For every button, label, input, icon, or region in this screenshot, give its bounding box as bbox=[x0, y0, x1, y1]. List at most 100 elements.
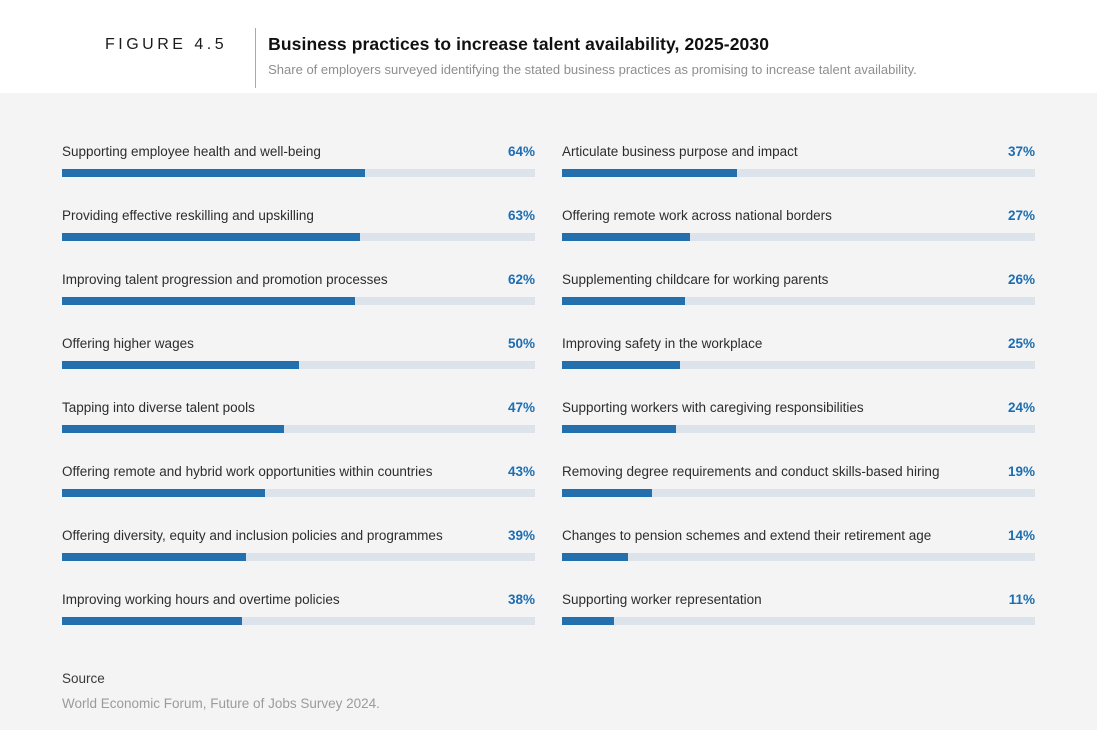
bar-item: Offering remote and hybrid work opportun… bbox=[62, 462, 535, 497]
bar-value: 19% bbox=[1007, 464, 1035, 479]
bar-label: Articulate business purpose and impact bbox=[562, 144, 798, 159]
bar-item: Improving safety in the workplace 25% bbox=[562, 334, 1035, 369]
bar-value: 64% bbox=[507, 144, 535, 159]
bar-item: Supporting worker representation 11% bbox=[562, 590, 1035, 625]
figure-title: Business practices to increase talent av… bbox=[268, 34, 770, 54]
bar-value: 39% bbox=[507, 528, 535, 543]
bar-label: Removing degree requirements and conduct… bbox=[562, 464, 940, 479]
source-heading: Source bbox=[62, 671, 105, 686]
bar-track bbox=[62, 233, 535, 241]
bar-fill bbox=[62, 489, 266, 497]
bar-fill bbox=[62, 425, 285, 433]
bar-value: 43% bbox=[507, 464, 535, 479]
bar-label: Supplementing childcare for working pare… bbox=[562, 272, 829, 287]
bar-fill bbox=[62, 297, 356, 305]
bar-fill bbox=[562, 489, 652, 497]
bar-head: Tapping into diverse talent pools 47% bbox=[62, 398, 535, 418]
bar-label: Improving working hours and overtime pol… bbox=[62, 592, 340, 607]
bar-label: Changes to pension schemes and extend th… bbox=[562, 528, 932, 543]
bar-item: Offering diversity, equity and inclusion… bbox=[62, 526, 535, 561]
bar-item: Changes to pension schemes and extend th… bbox=[562, 526, 1035, 561]
bar-value: 24% bbox=[1007, 400, 1035, 415]
bar-head: Offering remote and hybrid work opportun… bbox=[62, 462, 535, 482]
bar-head: Supporting worker representation 11% bbox=[562, 590, 1035, 610]
bar-head: Supplementing childcare for working pare… bbox=[562, 270, 1035, 290]
bar-track bbox=[562, 233, 1035, 241]
bar-head: Providing effective reskilling and upski… bbox=[62, 206, 535, 226]
figure-subtitle: Share of employers surveyed identifying … bbox=[268, 62, 917, 77]
bar-head: Removing degree requirements and conduct… bbox=[562, 462, 1035, 482]
bar-track bbox=[62, 361, 535, 369]
bar-track bbox=[62, 617, 535, 625]
bar-label: Providing effective reskilling and upski… bbox=[62, 208, 314, 223]
bar-value: 25% bbox=[1007, 336, 1035, 351]
bar-label: Improving safety in the workplace bbox=[562, 336, 763, 351]
bar-fill bbox=[62, 169, 365, 177]
bar-item: Offering remote work across national bor… bbox=[562, 206, 1035, 241]
bar-fill bbox=[562, 297, 685, 305]
bar-item: Removing degree requirements and conduct… bbox=[562, 462, 1035, 497]
bar-value: 37% bbox=[1007, 144, 1035, 159]
source-block: Source World Economic Forum, Future of J… bbox=[62, 671, 1035, 711]
bar-fill bbox=[562, 169, 737, 177]
header-titles: Business practices to increase talent av… bbox=[268, 0, 917, 93]
bar-label: Supporting worker representation bbox=[562, 592, 762, 607]
bar-chart: Supporting employee health and well-bein… bbox=[62, 142, 1035, 625]
bar-track bbox=[562, 553, 1035, 561]
bar-value: 38% bbox=[507, 592, 535, 607]
bar-head: Articulate business purpose and impact 37… bbox=[562, 142, 1035, 162]
bar-track bbox=[62, 489, 535, 497]
bar-head: Supporting workers with caregiving respo… bbox=[562, 398, 1035, 418]
bar-fill bbox=[562, 553, 629, 561]
bar-head: Changes to pension schemes and extend th… bbox=[562, 526, 1035, 546]
bar-track bbox=[62, 425, 535, 433]
chart-panel: Supporting employee health and well-bein… bbox=[0, 93, 1097, 730]
bar-track bbox=[562, 361, 1035, 369]
bar-item: Supporting employee health and well-bein… bbox=[62, 142, 535, 177]
figure-label: FIGURE 4.5 bbox=[105, 36, 228, 53]
bar-value: 26% bbox=[1007, 272, 1035, 287]
bar-label: Offering higher wages bbox=[62, 336, 194, 351]
bar-value: 14% bbox=[1007, 528, 1035, 543]
bar-head: Supporting employee health and well-bein… bbox=[62, 142, 535, 162]
bar-item: Articulate business purpose and impact 37… bbox=[562, 142, 1035, 177]
bar-item: Offering higher wages 50% bbox=[62, 334, 535, 369]
bar-value: 50% bbox=[507, 336, 535, 351]
bar-fill bbox=[62, 233, 360, 241]
bar-head: Offering remote work across national bor… bbox=[562, 206, 1035, 226]
bar-head: Improving talent progression and promoti… bbox=[62, 270, 535, 290]
bar-value: 27% bbox=[1007, 208, 1035, 223]
header-divider bbox=[255, 28, 257, 88]
bar-value: 62% bbox=[507, 272, 535, 287]
bar-fill bbox=[62, 361, 299, 369]
bar-track bbox=[62, 169, 535, 177]
bar-value: 11% bbox=[1008, 592, 1035, 607]
bar-head: Offering diversity, equity and inclusion… bbox=[62, 526, 535, 546]
figure-header: FIGURE 4.5 Business practices to increas… bbox=[0, 0, 1097, 93]
bar-track bbox=[62, 553, 535, 561]
bar-track bbox=[562, 169, 1035, 177]
bar-label: Supporting workers with caregiving respo… bbox=[562, 400, 864, 415]
bar-track bbox=[562, 425, 1035, 433]
bar-label: Offering remote and hybrid work opportun… bbox=[62, 464, 433, 479]
bar-item: Tapping into diverse talent pools 47% bbox=[62, 398, 535, 433]
bar-label: Supporting employee health and well-bein… bbox=[62, 144, 321, 159]
bar-fill bbox=[62, 617, 242, 625]
bar-label: Tapping into diverse talent pools bbox=[62, 400, 255, 415]
bar-item: Supporting workers with caregiving respo… bbox=[562, 398, 1035, 433]
bar-fill bbox=[562, 617, 615, 625]
bar-item: Supplementing childcare for working pare… bbox=[562, 270, 1035, 305]
bar-fill bbox=[562, 425, 676, 433]
bar-value: 47% bbox=[507, 400, 535, 415]
bar-track bbox=[562, 617, 1035, 625]
bar-fill bbox=[62, 553, 247, 561]
bar-track bbox=[62, 297, 535, 305]
bar-fill bbox=[562, 233, 690, 241]
bar-value: 63% bbox=[507, 208, 535, 223]
bar-head: Improving safety in the workplace 25% bbox=[562, 334, 1035, 354]
bar-item: Providing effective reskilling and upski… bbox=[62, 206, 535, 241]
bar-head: Improving working hours and overtime pol… bbox=[62, 590, 535, 610]
bar-head: Offering higher wages 50% bbox=[62, 334, 535, 354]
bar-item: Improving working hours and overtime pol… bbox=[62, 590, 535, 625]
